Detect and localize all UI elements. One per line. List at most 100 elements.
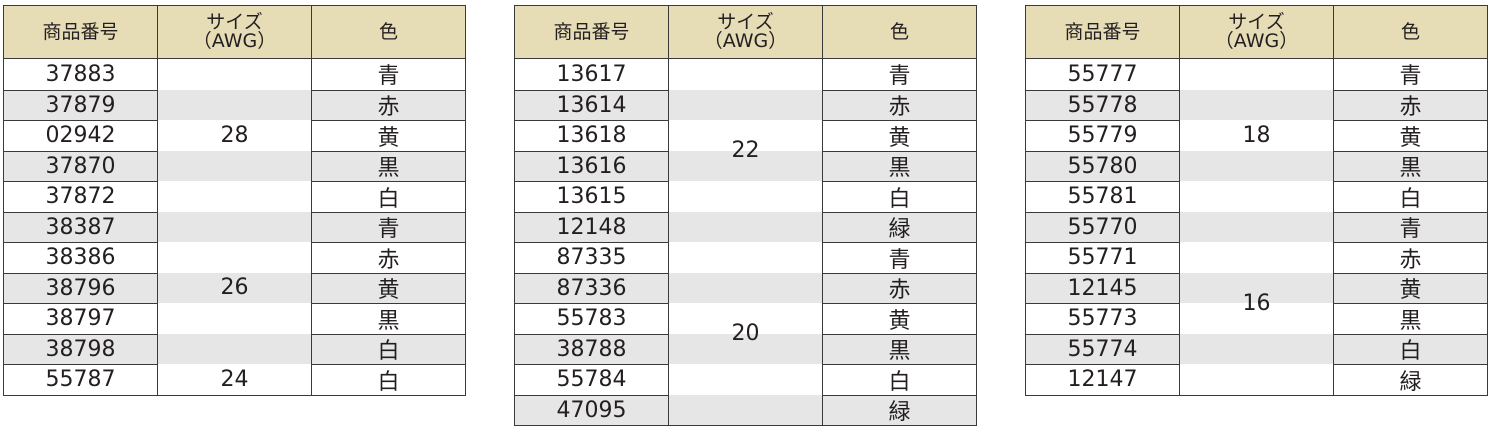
product-number: 12148 xyxy=(515,211,668,243)
table-row: 55783 黄 xyxy=(515,303,976,334)
color-cell: 青 xyxy=(311,211,465,242)
product-number: 12147 xyxy=(1026,364,1179,395)
color-cell: 白 xyxy=(311,333,465,364)
size-cell xyxy=(157,89,311,120)
product-number: 38386 xyxy=(4,242,157,273)
product-number: 38788 xyxy=(515,333,668,365)
size-cell xyxy=(668,364,822,395)
table-row: 55774 白 xyxy=(1026,333,1487,364)
table-row: 37872 白 xyxy=(4,181,465,212)
product-number: 55787 xyxy=(4,364,157,395)
color-cell: 黒 xyxy=(1333,303,1487,334)
color-cell: 緑 xyxy=(822,211,976,242)
product-number: 55778 xyxy=(1026,89,1179,121)
size-cell xyxy=(668,303,822,334)
size-cell xyxy=(157,333,311,364)
size-awg-label: 24 xyxy=(220,366,249,392)
size-cell xyxy=(1179,272,1333,303)
product-number: 55781 xyxy=(1026,181,1179,212)
size-cell xyxy=(1179,89,1333,120)
product-number: 55773 xyxy=(1026,303,1179,334)
table-row: 55779 黄 xyxy=(1026,120,1487,151)
size-cell xyxy=(157,303,311,334)
product-number: 55777 xyxy=(1067,61,1138,87)
table-row: 38796 黄 xyxy=(4,272,465,304)
header-id: 商品番号 xyxy=(553,20,630,43)
product-number: 37883 xyxy=(45,61,116,87)
header-color: 色 xyxy=(311,6,465,58)
size-cell xyxy=(1179,242,1333,273)
table-row: 55781 白 xyxy=(1026,181,1487,212)
table-body: 13617 青 13614 赤 13618 黄 13616 黒 13615 白 12148 緑 8733… xyxy=(515,59,976,425)
table-row: 38386 赤 xyxy=(4,242,465,273)
product-table: 商品番号 サイズ （AWG） 色 13617 青 13614 赤 13618 黄 13616 黒… xyxy=(514,5,977,426)
table-row: 38797 黒 xyxy=(4,303,465,334)
size-awg-label: 26 xyxy=(220,275,249,301)
product-number: 38796 xyxy=(4,272,157,304)
size-awg-label: 22 xyxy=(731,138,760,163)
table-row: 12145 黄 xyxy=(1026,272,1487,303)
product-number: 37872 xyxy=(4,181,157,212)
table-row: 87336 赤 xyxy=(515,272,976,303)
color-cell: 黄 xyxy=(311,120,465,151)
table-row: 12147 緑 xyxy=(1026,364,1487,395)
size-cell xyxy=(157,364,311,395)
table-row: 38387 青 xyxy=(4,211,465,242)
product-number: 38798 xyxy=(4,333,157,365)
table-row: 13616 黒 xyxy=(515,150,976,182)
size-cell xyxy=(1179,120,1333,151)
header-color: 色 xyxy=(1333,6,1487,58)
product-number: 13616 xyxy=(515,150,668,182)
size-cell xyxy=(1179,150,1333,181)
color-cell: 黄 xyxy=(822,303,976,334)
color-cell: 白 xyxy=(311,364,465,395)
header-id: 商品番号 xyxy=(1064,20,1141,43)
table-row: 55773 黒 xyxy=(1026,303,1487,334)
size-cell xyxy=(668,272,822,303)
size-cell xyxy=(157,211,311,242)
header-id: 商品番号 xyxy=(42,20,119,43)
color-cell: 黄 xyxy=(822,120,976,151)
size-cell xyxy=(668,394,822,425)
size-cell xyxy=(157,181,311,212)
table-body: 37883 青 37879 赤 02942 黄 37870 黒 37872 白 38387 青 3838… xyxy=(4,59,465,395)
size-cell xyxy=(1179,211,1333,242)
size-cell xyxy=(1179,303,1333,334)
table-row: 12148 緑 xyxy=(515,211,976,243)
size-awg-label: 18 xyxy=(1242,122,1271,148)
table-row: 47095 緑 xyxy=(515,394,976,426)
product-number: 47095 xyxy=(515,394,668,426)
product-number: 13617 xyxy=(556,61,627,87)
table-header: 商品番号 サイズ （AWG） 色 xyxy=(515,6,976,59)
table-row: 55780 黒 xyxy=(1026,150,1487,182)
table-header: 商品番号 サイズ （AWG） 色 xyxy=(1026,6,1487,59)
table-row: 38788 黒 xyxy=(515,333,976,365)
product-table: 商品番号 サイズ （AWG） 色 37883 青 37879 赤 02942 黄 37870 黒… xyxy=(3,5,466,396)
product-number: 55780 xyxy=(1026,150,1179,182)
color-cell: 緑 xyxy=(1333,364,1487,395)
color-cell: 青 xyxy=(311,59,465,90)
product-number: 02942 xyxy=(4,120,157,151)
table-row: 55787 白 xyxy=(4,364,465,395)
table-row: 55777 青 xyxy=(1026,59,1487,90)
header-size: サイズ （AWG） xyxy=(1179,6,1333,58)
size-cell xyxy=(668,242,822,273)
size-cell xyxy=(1179,364,1333,395)
color-cell: 黒 xyxy=(311,303,465,334)
color-cell: 黄 xyxy=(1333,272,1487,303)
color-cell: 白 xyxy=(1333,181,1487,212)
size-cell xyxy=(1179,181,1333,212)
color-cell: 赤 xyxy=(822,272,976,303)
size-cell xyxy=(157,150,311,181)
color-cell: 黒 xyxy=(1333,150,1487,181)
color-cell: 青 xyxy=(1333,59,1487,90)
table-row: 38798 白 xyxy=(4,333,465,365)
color-cell: 白 xyxy=(1333,333,1487,364)
size-cell xyxy=(157,242,311,273)
product-number: 38797 xyxy=(4,303,157,334)
product-table: 商品番号 サイズ （AWG） 色 55777 青 55778 赤 55779 黄 55780 黒… xyxy=(1025,5,1488,396)
color-cell: 緑 xyxy=(822,394,976,425)
color-cell: 黒 xyxy=(311,150,465,181)
header-color: 色 xyxy=(822,6,976,58)
size-cell xyxy=(668,89,822,120)
